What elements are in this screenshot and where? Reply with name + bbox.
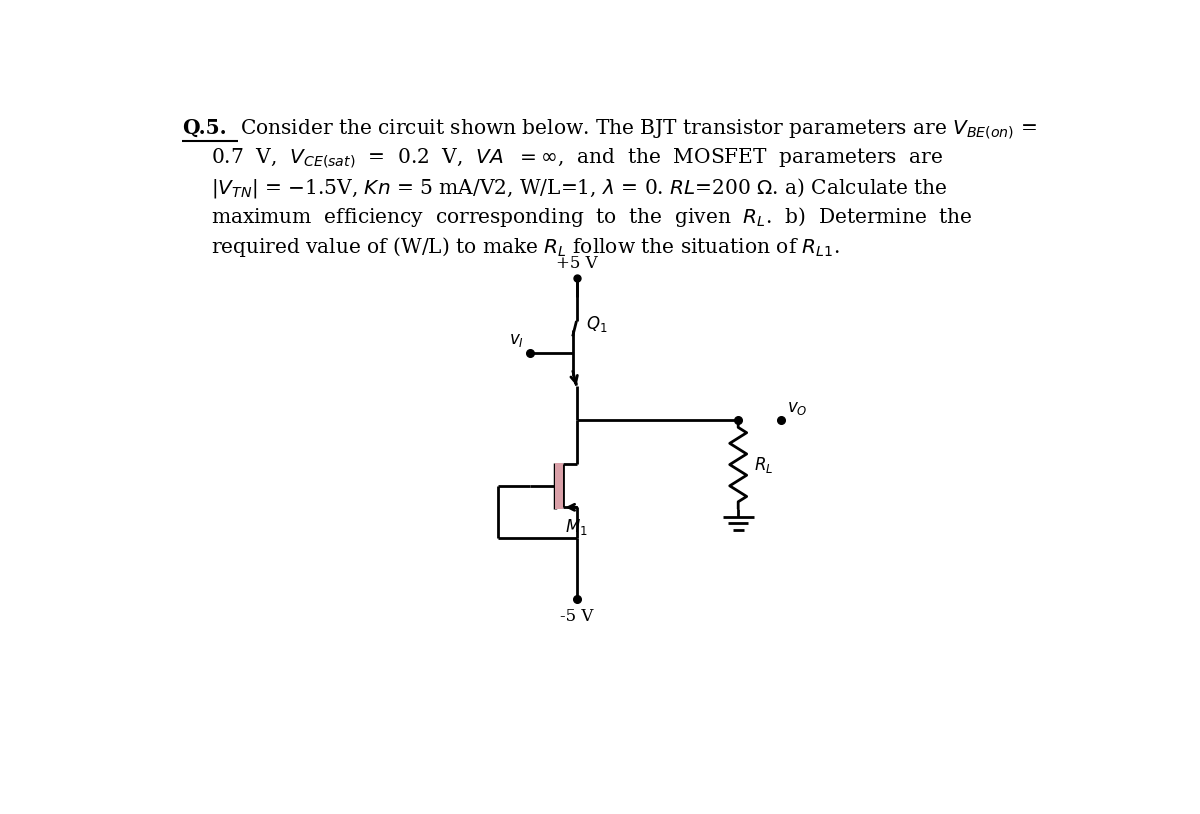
Text: $v_O$: $v_O$	[787, 400, 808, 418]
Text: +5 V: +5 V	[556, 256, 598, 273]
Text: required value of (W/L) to make $R_L$ follow the situation of $R_{L1}$.: required value of (W/L) to make $R_L$ fo…	[211, 234, 840, 259]
Text: $|V_{TN}|$ = $-$1.5V, $Kn$ = 5 mA/V2, W/L=1, $\lambda$ = 0. $RL$=200 $\Omega$. a: $|V_{TN}|$ = $-$1.5V, $Kn$ = 5 mA/V2, W/…	[211, 176, 948, 200]
Text: 0.7  V,  $V_{CE(sat)}$  =  0.2  V,  $VA$  $=\infty$,  and  the  MOSFET  paramete: 0.7 V, $V_{CE(sat)}$ = 0.2 V, $VA$ $=\in…	[211, 147, 943, 170]
Text: Consider the circuit shown below. The BJT transistor parameters are $V_{BE(on)}$: Consider the circuit shown below. The BJ…	[240, 118, 1037, 141]
Text: $v_I$: $v_I$	[509, 331, 524, 348]
Text: maximum  efficiency  corresponding  to  the  given  $R_L$.  b)  Determine  the: maximum efficiency corresponding to the …	[211, 205, 972, 230]
Text: $M_1$: $M_1$	[565, 517, 588, 536]
Text: Q.5.: Q.5.	[182, 118, 227, 138]
Text: $Q_1$: $Q_1$	[586, 314, 607, 334]
Text: $R_L$: $R_L$	[754, 454, 773, 475]
Text: -5 V: -5 V	[560, 608, 593, 625]
Bar	[554, 462, 563, 509]
